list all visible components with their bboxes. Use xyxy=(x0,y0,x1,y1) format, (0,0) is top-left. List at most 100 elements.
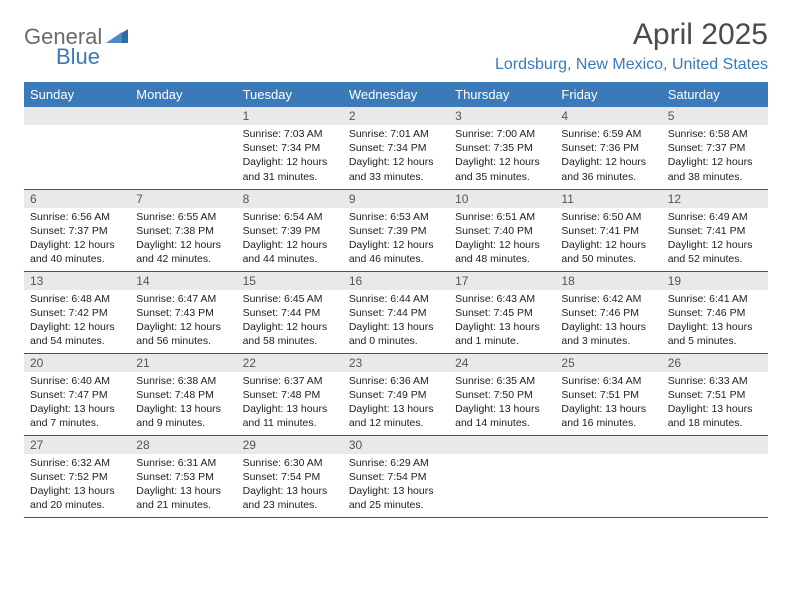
sunset-text: Sunset: 7:45 PM xyxy=(455,306,549,320)
day-info: Sunrise: 6:54 AMSunset: 7:39 PMDaylight:… xyxy=(237,208,343,271)
daylight-text: Daylight: 12 hours and 36 minutes. xyxy=(561,155,655,183)
sunset-text: Sunset: 7:34 PM xyxy=(243,141,337,155)
day-info: Sunrise: 6:37 AMSunset: 7:48 PMDaylight:… xyxy=(237,372,343,435)
day-info: Sunrise: 7:01 AMSunset: 7:34 PMDaylight:… xyxy=(343,125,449,188)
sunrise-text: Sunrise: 6:37 AM xyxy=(243,374,337,388)
weekday-header: Friday xyxy=(555,82,661,107)
calendar-day-cell: 26Sunrise: 6:33 AMSunset: 7:51 PMDayligh… xyxy=(662,353,768,435)
calendar-day-cell: 22Sunrise: 6:37 AMSunset: 7:48 PMDayligh… xyxy=(237,353,343,435)
sunrise-text: Sunrise: 6:35 AM xyxy=(455,374,549,388)
daylight-text: Daylight: 13 hours and 7 minutes. xyxy=(30,402,124,430)
day-info: Sunrise: 6:32 AMSunset: 7:52 PMDaylight:… xyxy=(24,454,130,517)
day-number: 23 xyxy=(343,354,449,372)
day-info: Sunrise: 6:50 AMSunset: 7:41 PMDaylight:… xyxy=(555,208,661,271)
calendar-day-cell: 8Sunrise: 6:54 AMSunset: 7:39 PMDaylight… xyxy=(237,189,343,271)
daylight-text: Daylight: 12 hours and 54 minutes. xyxy=(30,320,124,348)
calendar-empty-cell xyxy=(555,435,661,517)
day-info: Sunrise: 7:03 AMSunset: 7:34 PMDaylight:… xyxy=(237,125,343,188)
sunrise-text: Sunrise: 6:36 AM xyxy=(349,374,443,388)
sunrise-text: Sunrise: 6:45 AM xyxy=(243,292,337,306)
day-info: Sunrise: 6:40 AMSunset: 7:47 PMDaylight:… xyxy=(24,372,130,435)
sunset-text: Sunset: 7:34 PM xyxy=(349,141,443,155)
sunset-text: Sunset: 7:47 PM xyxy=(30,388,124,402)
sunrise-text: Sunrise: 6:38 AM xyxy=(136,374,230,388)
calendar-day-cell: 6Sunrise: 6:56 AMSunset: 7:37 PMDaylight… xyxy=(24,189,130,271)
day-number: 13 xyxy=(24,272,130,290)
daylight-text: Daylight: 12 hours and 46 minutes. xyxy=(349,238,443,266)
sunrise-text: Sunrise: 6:53 AM xyxy=(349,210,443,224)
calendar-week-row: 13Sunrise: 6:48 AMSunset: 7:42 PMDayligh… xyxy=(24,271,768,353)
calendar-day-cell: 19Sunrise: 6:41 AMSunset: 7:46 PMDayligh… xyxy=(662,271,768,353)
logo-text-blue: Blue xyxy=(56,44,100,70)
calendar-day-cell: 27Sunrise: 6:32 AMSunset: 7:52 PMDayligh… xyxy=(24,435,130,517)
daylight-text: Daylight: 12 hours and 44 minutes. xyxy=(243,238,337,266)
calendar-day-cell: 12Sunrise: 6:49 AMSunset: 7:41 PMDayligh… xyxy=(662,189,768,271)
calendar-day-cell: 3Sunrise: 7:00 AMSunset: 7:35 PMDaylight… xyxy=(449,107,555,189)
sunrise-text: Sunrise: 6:42 AM xyxy=(561,292,655,306)
sunset-text: Sunset: 7:39 PM xyxy=(349,224,443,238)
calendar-day-cell: 28Sunrise: 6:31 AMSunset: 7:53 PMDayligh… xyxy=(130,435,236,517)
sunset-text: Sunset: 7:46 PM xyxy=(561,306,655,320)
title-block: April 2025 Lordsburg, New Mexico, United… xyxy=(495,18,768,74)
day-number: 8 xyxy=(237,190,343,208)
day-info: Sunrise: 6:58 AMSunset: 7:37 PMDaylight:… xyxy=(662,125,768,188)
sunset-text: Sunset: 7:48 PM xyxy=(243,388,337,402)
sunset-text: Sunset: 7:44 PM xyxy=(243,306,337,320)
calendar-day-cell: 4Sunrise: 6:59 AMSunset: 7:36 PMDaylight… xyxy=(555,107,661,189)
weekday-header: Monday xyxy=(130,82,236,107)
day-number: 21 xyxy=(130,354,236,372)
day-number: 26 xyxy=(662,354,768,372)
daylight-text: Daylight: 12 hours and 38 minutes. xyxy=(668,155,762,183)
sunrise-text: Sunrise: 6:59 AM xyxy=(561,127,655,141)
sunrise-text: Sunrise: 6:50 AM xyxy=(561,210,655,224)
day-number: 18 xyxy=(555,272,661,290)
calendar-day-cell: 1Sunrise: 7:03 AMSunset: 7:34 PMDaylight… xyxy=(237,107,343,189)
day-info: Sunrise: 7:00 AMSunset: 7:35 PMDaylight:… xyxy=(449,125,555,188)
daylight-text: Daylight: 13 hours and 14 minutes. xyxy=(455,402,549,430)
sunrise-text: Sunrise: 6:58 AM xyxy=(668,127,762,141)
day-info: Sunrise: 6:53 AMSunset: 7:39 PMDaylight:… xyxy=(343,208,449,271)
day-info: Sunrise: 6:43 AMSunset: 7:45 PMDaylight:… xyxy=(449,290,555,353)
day-info: Sunrise: 6:48 AMSunset: 7:42 PMDaylight:… xyxy=(24,290,130,353)
weekday-header: Sunday xyxy=(24,82,130,107)
sunrise-text: Sunrise: 6:34 AM xyxy=(561,374,655,388)
day-number: 29 xyxy=(237,436,343,454)
day-info: Sunrise: 6:33 AMSunset: 7:51 PMDaylight:… xyxy=(662,372,768,435)
calendar-week-row: 1Sunrise: 7:03 AMSunset: 7:34 PMDaylight… xyxy=(24,107,768,189)
day-number: 1 xyxy=(237,107,343,125)
weekday-header-row: SundayMondayTuesdayWednesdayThursdayFrid… xyxy=(24,82,768,107)
sunset-text: Sunset: 7:52 PM xyxy=(30,470,124,484)
sunrise-text: Sunrise: 6:55 AM xyxy=(136,210,230,224)
daylight-text: Daylight: 13 hours and 16 minutes. xyxy=(561,402,655,430)
sunset-text: Sunset: 7:35 PM xyxy=(455,141,549,155)
day-number: 7 xyxy=(130,190,236,208)
day-number: 12 xyxy=(662,190,768,208)
weekday-header: Thursday xyxy=(449,82,555,107)
day-info: Sunrise: 6:59 AMSunset: 7:36 PMDaylight:… xyxy=(555,125,661,188)
daylight-text: Daylight: 13 hours and 5 minutes. xyxy=(668,320,762,348)
sunset-text: Sunset: 7:44 PM xyxy=(349,306,443,320)
calendar-day-cell: 17Sunrise: 6:43 AMSunset: 7:45 PMDayligh… xyxy=(449,271,555,353)
sunrise-text: Sunrise: 6:44 AM xyxy=(349,292,443,306)
sunrise-text: Sunrise: 6:51 AM xyxy=(455,210,549,224)
weekday-header: Saturday xyxy=(662,82,768,107)
month-title: April 2025 xyxy=(495,18,768,52)
sunrise-text: Sunrise: 6:48 AM xyxy=(30,292,124,306)
daylight-text: Daylight: 12 hours and 40 minutes. xyxy=(30,238,124,266)
daylight-text: Daylight: 12 hours and 50 minutes. xyxy=(561,238,655,266)
day-info: Sunrise: 6:41 AMSunset: 7:46 PMDaylight:… xyxy=(662,290,768,353)
header: General April 2025 Lordsburg, New Mexico… xyxy=(24,18,768,74)
sunrise-text: Sunrise: 6:31 AM xyxy=(136,456,230,470)
calendar-day-cell: 13Sunrise: 6:48 AMSunset: 7:42 PMDayligh… xyxy=(24,271,130,353)
calendar-day-cell: 2Sunrise: 7:01 AMSunset: 7:34 PMDaylight… xyxy=(343,107,449,189)
day-number: 19 xyxy=(662,272,768,290)
sunset-text: Sunset: 7:39 PM xyxy=(243,224,337,238)
sunset-text: Sunset: 7:49 PM xyxy=(349,388,443,402)
calendar-empty-cell xyxy=(130,107,236,189)
day-number-empty xyxy=(130,107,236,125)
logo-triangle-icon xyxy=(106,27,128,48)
day-number: 15 xyxy=(237,272,343,290)
daylight-text: Daylight: 12 hours and 31 minutes. xyxy=(243,155,337,183)
day-number: 14 xyxy=(130,272,236,290)
sunset-text: Sunset: 7:40 PM xyxy=(455,224,549,238)
